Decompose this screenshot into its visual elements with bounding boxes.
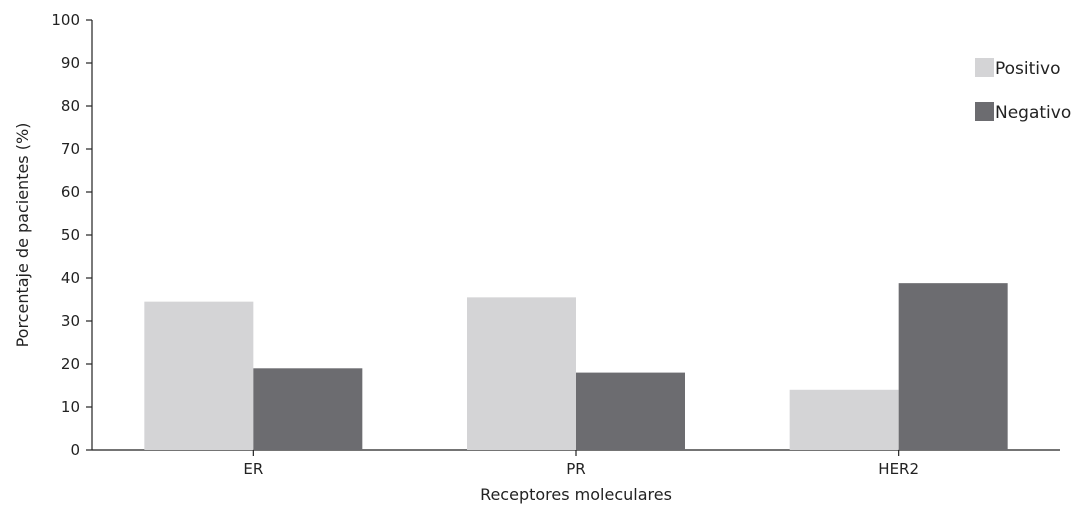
- y-tick-label: 40: [61, 269, 80, 287]
- x-ticks: ER PR HER2: [243, 450, 919, 478]
- bars: [144, 283, 1008, 450]
- bar-positivo-her2: [789, 389, 899, 450]
- legend: Positivo Negativo: [975, 58, 1071, 123]
- x-axis-title: Receptores moleculares: [480, 485, 672, 504]
- bar-negativo-pr: [576, 372, 685, 450]
- y-tick-label: 60: [61, 183, 80, 201]
- y-tick-label: 100: [51, 11, 80, 29]
- bar-positivo-er: [144, 301, 254, 450]
- y-tick-label: 70: [61, 140, 80, 158]
- legend-label-negativo: Negativo: [995, 103, 1071, 123]
- legend-swatch-positivo: [975, 58, 994, 77]
- y-tick-label: 80: [61, 97, 80, 115]
- x-tick-label: ER: [243, 460, 263, 478]
- y-tick-label: 90: [61, 54, 80, 72]
- bar-negativo-her2: [898, 283, 1008, 450]
- legend-label-positivo: Positivo: [995, 59, 1060, 79]
- y-ticks: 0 10 20 30 40 50 60 70 80 90 100: [51, 11, 92, 459]
- y-tick-label: 20: [61, 355, 80, 373]
- bar-positivo-pr: [467, 297, 576, 450]
- y-axis-title: Porcentaje de pacientes (%): [13, 123, 32, 348]
- y-tick-label: 10: [61, 398, 80, 416]
- x-tick-label: HER2: [878, 460, 919, 478]
- y-tick-label: 30: [61, 312, 80, 330]
- x-tick-label: PR: [566, 460, 585, 478]
- legend-swatch-negativo: [975, 102, 994, 121]
- y-tick-label: 0: [70, 441, 80, 459]
- y-tick-label: 50: [61, 226, 80, 244]
- bar-negativo-er: [253, 368, 363, 450]
